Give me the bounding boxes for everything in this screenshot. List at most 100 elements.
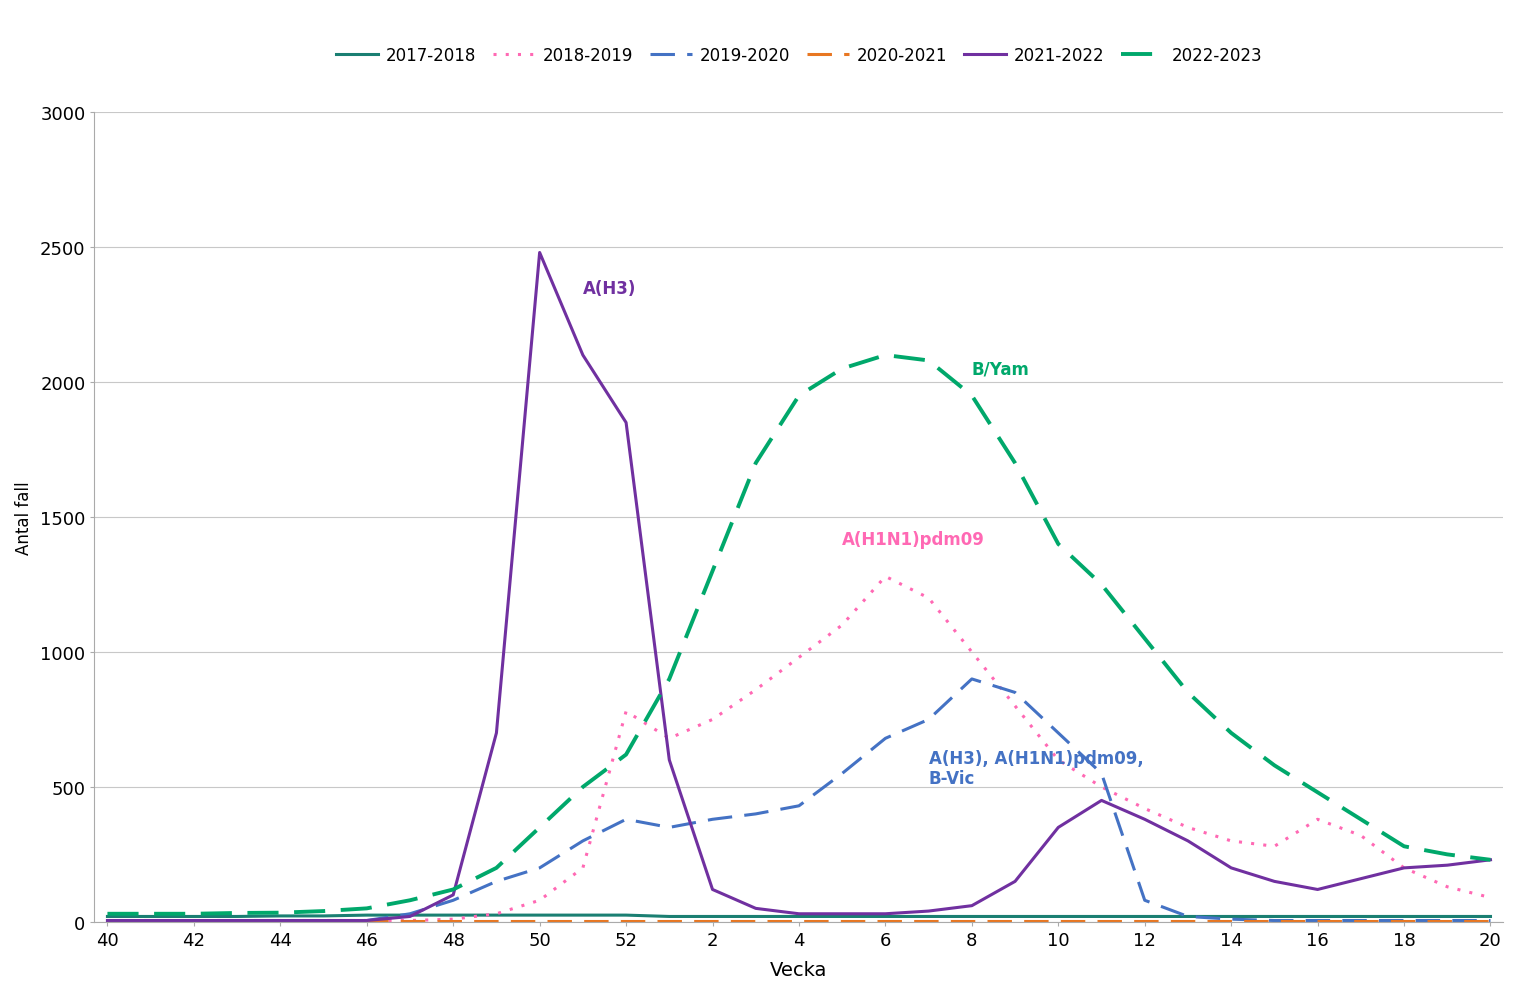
2021-2022: [1136, 813, 1154, 825]
2020-2021: [357, 914, 375, 926]
2019-2020: [919, 714, 937, 726]
2020-2021: [1308, 914, 1326, 926]
2017-2018: [272, 911, 290, 922]
2021-2022: [790, 908, 808, 919]
2018-2019: [530, 895, 548, 907]
2022-2023: [1136, 633, 1154, 645]
2018-2019: [790, 652, 808, 664]
2019-2020: [1438, 914, 1457, 926]
2022-2023: [1006, 457, 1024, 469]
2018-2019: [1352, 830, 1370, 842]
2022-2023: [747, 457, 766, 469]
2020-2021: [1092, 914, 1110, 926]
2017-2018: [1481, 911, 1499, 922]
2018-2019: [1308, 813, 1326, 825]
2022-2023: [876, 350, 895, 362]
2022-2023: [617, 748, 635, 760]
2017-2018: [1352, 911, 1370, 922]
2021-2022: [99, 914, 117, 926]
2017-2018: [99, 911, 117, 922]
2017-2018: [963, 911, 981, 922]
2022-2023: [314, 906, 333, 917]
2019-2020: [1092, 767, 1110, 779]
2018-2019: [185, 914, 204, 926]
2017-2018: [488, 910, 506, 921]
2020-2021: [747, 914, 766, 926]
2022-2023: [661, 673, 679, 685]
2020-2021: [141, 914, 159, 926]
Line: 2017-2018: 2017-2018: [108, 915, 1490, 916]
2018-2019: [444, 913, 462, 925]
2022-2023: [1092, 579, 1110, 590]
2019-2020: [185, 914, 204, 926]
Line: 2019-2020: 2019-2020: [108, 679, 1490, 920]
2020-2021: [444, 914, 462, 926]
2019-2020: [747, 808, 766, 820]
2020-2021: [488, 914, 506, 926]
2022-2023: [790, 391, 808, 403]
2022-2023: [530, 822, 548, 834]
2018-2019: [1050, 754, 1068, 766]
2018-2019: [228, 914, 246, 926]
2019-2020: [488, 876, 506, 888]
2018-2019: [661, 733, 679, 745]
2017-2018: [1308, 911, 1326, 922]
2020-2021: [99, 914, 117, 926]
Line: 2018-2019: 2018-2019: [108, 577, 1490, 920]
2022-2023: [444, 884, 462, 896]
2019-2020: [357, 914, 375, 926]
2022-2023: [488, 862, 506, 874]
2021-2022: [1481, 854, 1499, 866]
2019-2020: [574, 835, 592, 847]
2019-2020: [228, 914, 246, 926]
2018-2019: [357, 914, 375, 926]
2021-2022: [703, 884, 722, 896]
2022-2023: [703, 566, 722, 578]
2017-2018: [141, 911, 159, 922]
2018-2019: [1136, 803, 1154, 815]
2020-2021: [1006, 914, 1024, 926]
2021-2022: [272, 914, 290, 926]
2018-2019: [963, 646, 981, 658]
2019-2020: [1006, 687, 1024, 699]
2022-2023: [963, 391, 981, 403]
2017-2018: [1223, 911, 1241, 922]
2019-2020: [1050, 728, 1068, 740]
2017-2018: [1265, 911, 1284, 922]
2017-2018: [1438, 911, 1457, 922]
2022-2023: [1265, 759, 1284, 771]
2019-2020: [530, 862, 548, 874]
2017-2018: [747, 911, 766, 922]
2020-2021: [832, 914, 851, 926]
Legend: 2017-2018, 2018-2019, 2019-2020, 2020-2021, 2021-2022, 2022-2023: 2017-2018, 2018-2019, 2019-2020, 2020-20…: [330, 41, 1268, 72]
2019-2020: [876, 733, 895, 745]
2020-2021: [661, 914, 679, 926]
2018-2019: [1092, 781, 1110, 793]
2019-2020: [1265, 914, 1284, 926]
2022-2023: [401, 895, 419, 907]
2020-2021: [1223, 914, 1241, 926]
2021-2022: [661, 754, 679, 766]
Text: A(H3), A(H1N1)pdm09,
B-Vic: A(H3), A(H1N1)pdm09, B-Vic: [928, 748, 1144, 787]
2021-2022: [1394, 862, 1413, 874]
2020-2021: [1050, 914, 1068, 926]
2018-2019: [99, 914, 117, 926]
2022-2023: [919, 355, 937, 367]
2021-2022: [1006, 876, 1024, 888]
2020-2021: [790, 914, 808, 926]
2019-2020: [1179, 911, 1197, 922]
2017-2018: [357, 910, 375, 921]
2017-2018: [1006, 911, 1024, 922]
2019-2020: [1481, 914, 1499, 926]
2021-2022: [747, 903, 766, 914]
2018-2019: [488, 908, 506, 919]
2020-2021: [1438, 914, 1457, 926]
2019-2020: [832, 767, 851, 779]
2020-2021: [1394, 914, 1413, 926]
2021-2022: [1179, 835, 1197, 847]
2019-2020: [1308, 914, 1326, 926]
2018-2019: [314, 914, 333, 926]
2020-2021: [919, 914, 937, 926]
2018-2019: [919, 592, 937, 604]
2017-2018: [401, 910, 419, 921]
